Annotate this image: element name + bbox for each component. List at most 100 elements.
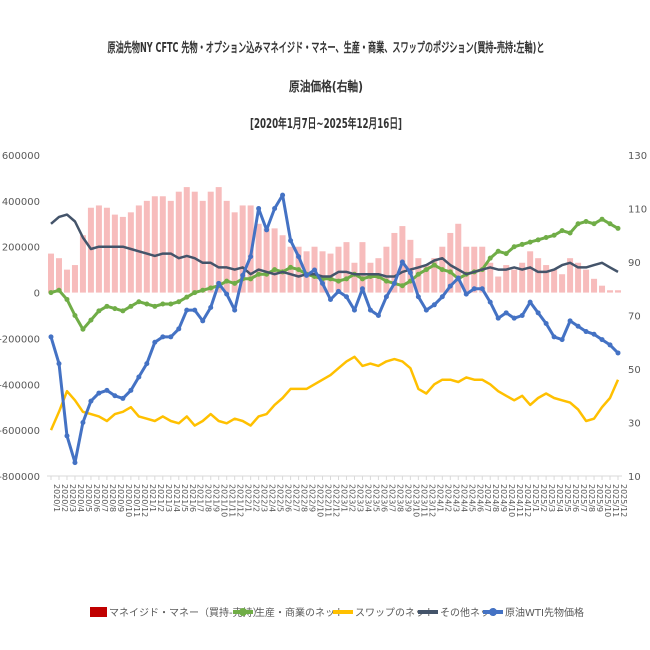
series-point-1 [200,287,206,293]
series-point-4 [487,299,493,305]
series-point-4 [575,323,581,329]
series-point-4 [216,280,222,286]
managed-money-bar [119,216,126,293]
series-point-1 [128,303,134,309]
series-point-4 [304,272,310,278]
managed-money-bar [431,258,438,293]
managed-money-bar [335,246,342,293]
series-point-4 [168,334,174,340]
series-point-4 [495,315,501,321]
axes: 600000 400000 200000 0 -200000 -400000 -600000… [0,151,647,483]
right-axis-tick: 130 [628,151,647,162]
managed-money-bar [231,212,238,293]
series-point-4 [264,227,270,233]
series-point-1 [72,313,78,318]
managed-money-bar [559,274,566,293]
x-axis-label: 2023/2 [347,484,356,512]
series-point-1 [176,299,182,305]
series-line-3 [50,213,619,278]
series-point-1 [96,308,102,314]
x-axis-label: 2025/7 [579,484,588,512]
x-axis-label: 2020/4 [76,484,85,512]
x-axis-label: 2023/5 [371,484,380,512]
series-point-4 [351,307,357,313]
series-line-2 [49,355,620,431]
x-axis-label: 2021/10 [220,484,229,517]
x-axis-label: 2024/1 [435,484,444,512]
left-axis-tick: -800000 [0,472,40,483]
managed-money-bar [327,253,334,293]
series-point-4 [240,272,246,278]
managed-money-bar [175,191,182,293]
series-point-1 [359,276,365,282]
managed-money-bar [599,285,606,293]
x-axis-label: 2020/6 [92,484,101,512]
series-point-4 [407,270,413,276]
managed-money-bar [63,269,70,293]
managed-money-bar [127,212,134,293]
x-axis-label: 2024/12 [523,484,532,517]
x-axis-label: 2020/5 [84,484,93,512]
legend-swatch-bar [90,607,107,617]
x-axis-label: 2023/8 [395,484,404,512]
managed-money-bar [199,200,206,293]
series-point-4 [455,275,461,281]
x-axis-label: 2021/11 [228,484,237,517]
series-point-1 [256,271,262,277]
left-axis-tick: 0 [34,289,40,300]
series-point-4 [312,267,318,273]
managed-money-bar [191,191,198,293]
series-point-4 [423,307,429,313]
series-point-1 [567,230,573,236]
series-point-1 [88,317,94,323]
series-point-1 [160,301,166,307]
series-point-4 [248,254,254,260]
x-axis-label: 2020/12 [140,484,149,517]
series-point-4 [72,460,78,466]
series-point-4 [296,254,302,260]
series-lines [48,192,621,466]
x-axis-label: 2021/4 [172,484,181,512]
x-axis-label: 2021/9 [212,484,221,512]
series-point-4 [399,259,405,265]
managed-money-bar [455,223,462,293]
managed-money-bar [519,262,526,293]
series-point-1 [248,276,254,282]
x-axis-label: 2022/6 [284,484,293,512]
legend-swatch-marker [489,608,497,616]
x-axis-label: 2022/10 [316,484,325,517]
series-point-4 [503,310,509,316]
series-point-4 [583,329,589,335]
series-point-4 [160,334,166,340]
managed-money-bar [279,235,286,293]
x-axis-label: 2021/6 [188,484,197,512]
x-axis-label: 2025/6 [571,484,580,512]
x-axis-label: 2024/7 [483,484,492,512]
x-axis-label: 2025/1 [531,484,540,512]
right-axis-tick: 110 [628,205,647,216]
series-point-1 [48,290,54,296]
series-point-1 [431,262,437,268]
series-point-4 [56,361,62,367]
x-axis-label: 2023/4 [363,484,372,512]
series-point-1 [599,216,605,222]
series-point-4 [431,302,437,308]
series-point-1 [503,251,509,257]
x-axis-label: 2025/10 [603,484,612,517]
series-point-1 [543,235,549,241]
series-point-4 [224,291,230,297]
series-point-1 [288,264,294,270]
series-point-1 [152,303,158,309]
x-axis-label: 2021/12 [236,484,245,517]
x-axis-label: 2020/11 [132,484,141,517]
managed-money-bar [79,235,86,293]
series-point-1 [415,271,421,277]
x-axis-label: 2022/1 [244,484,253,512]
managed-money-bar [319,251,326,293]
legend-label: スワップのネット [355,607,435,619]
managed-money-bar [207,191,214,293]
managed-money-bar [48,253,54,293]
x-axis-label: 2023/3 [355,484,364,512]
legend-label: マネイジド・マネー（買持-売持） [109,606,263,619]
managed-money-bar [215,187,222,293]
